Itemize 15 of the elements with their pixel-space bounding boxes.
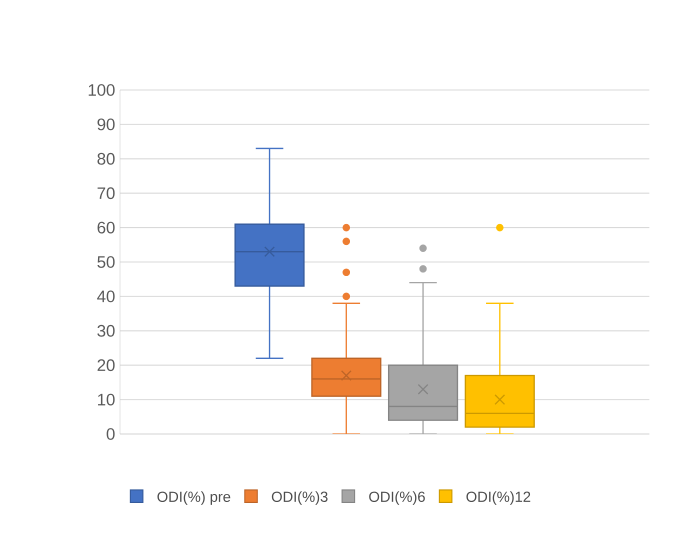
y-tick-label: 30 (97, 324, 115, 337)
y-tick-label: 80 (97, 152, 115, 165)
y-tick-label: 100 (88, 84, 115, 96)
y-tick-label: 0 (106, 428, 115, 440)
y-tick-label: 60 (98, 222, 115, 234)
y-tick-label: 70 (98, 187, 115, 200)
legend-label: ODI(%)12 (466, 491, 530, 505)
y-tick-label: 50 (97, 256, 115, 268)
y-tick-label: 20 (98, 359, 115, 372)
legend-label: ODI(%)3 (272, 491, 328, 505)
y-tick-label: 90 (98, 118, 115, 130)
legend-label: ODI(%)6 (369, 491, 425, 505)
y-tick-label: 40 (97, 290, 115, 302)
y-tick-label: 10 (98, 394, 115, 406)
legend-label: ODI(%) pre (157, 491, 230, 505)
